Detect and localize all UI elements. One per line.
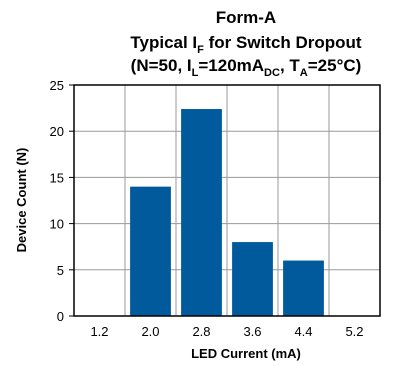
x-tick-label: 2.8	[192, 324, 210, 339]
title-line-3-part-3: , T	[280, 56, 300, 75]
chart-title: Form-A Typical IF for Switch Dropout (N=…	[130, 8, 362, 79]
title-line-2-subscript: F	[197, 44, 204, 56]
title-line-3-part-2: =120mA	[198, 56, 264, 75]
x-tick-label: 3.6	[243, 324, 261, 339]
x-tick-label: 1.2	[90, 324, 108, 339]
title-line-3-sub-1: L	[192, 67, 199, 79]
title-line-2-part-2: for Switch Dropout	[204, 33, 362, 52]
title-line-3-part-4: =25°C)	[308, 56, 362, 75]
plot-area: 0 5 10 15 20 25 1.2 2.0 2.8 3.6 4.4 5.2	[50, 78, 381, 339]
bar	[181, 109, 222, 316]
y-tick-label: 15	[50, 170, 64, 185]
title-line-3-sub-2: DC	[264, 67, 280, 79]
x-axis-label: LED Current (mA)	[191, 346, 301, 361]
bar	[232, 242, 273, 316]
title-line-3-sub-3: A	[300, 67, 308, 79]
title-line-1: Form-A	[216, 8, 276, 27]
title-line-3: (N=50, IL=120mADC, TA=25°C)	[131, 56, 362, 79]
y-tick-label: 10	[50, 217, 64, 232]
title-line-3-part-1: (N=50, I	[131, 56, 192, 75]
y-tick-label: 5	[57, 263, 64, 278]
y-tick-label: 20	[50, 124, 64, 139]
title-line-2-part-1: Typical I	[130, 33, 197, 52]
bar	[130, 186, 171, 316]
bar	[283, 260, 324, 316]
x-tick-label: 2.0	[141, 324, 159, 339]
y-axis-label: Device Count (N)	[14, 148, 29, 253]
plot-border	[73, 84, 381, 317]
x-tick-label: 4.4	[294, 324, 312, 339]
x-tick-label: 5.2	[345, 324, 363, 339]
title-line-2: Typical IF for Switch Dropout	[130, 33, 362, 56]
y-tick-label: 0	[57, 309, 64, 324]
y-tick-label: 25	[50, 78, 64, 93]
